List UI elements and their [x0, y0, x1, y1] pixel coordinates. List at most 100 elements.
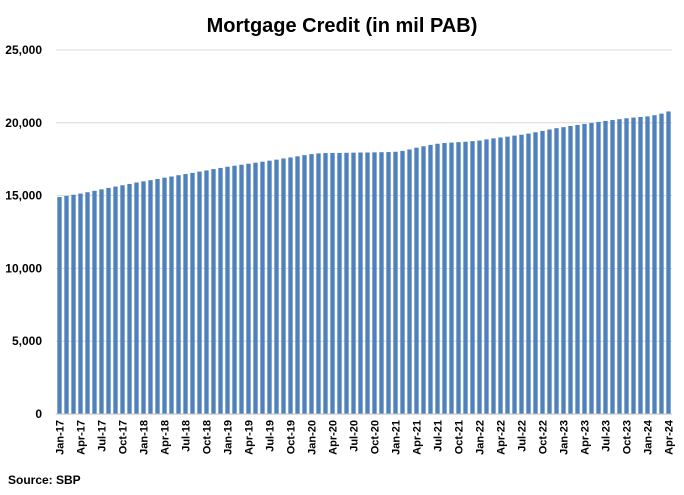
x-axis-tick-labels: Jan-17 Apr-17 Jul-17 Oct-17 Jan-18 Apr-18 Jul-…: [55, 419, 676, 455]
bar-Mar-24: [659, 113, 664, 414]
y-tick-label: 0: [35, 407, 42, 421]
bar-Feb-21: [400, 150, 405, 414]
bar-Nov-18: [211, 169, 216, 414]
bar-Nov-23: [631, 117, 636, 414]
bar-Nov-21: [463, 141, 468, 415]
bar-Apr-19: [246, 163, 251, 414]
bar-Jul-21: [435, 143, 440, 414]
bar-Dec-22: [554, 128, 559, 414]
bar-Jun-18: [176, 175, 181, 414]
bar-Jan-17: [57, 197, 62, 414]
x-tick-label: Jul-21: [433, 420, 445, 452]
bar-Nov-19: [295, 156, 300, 415]
bar-May-18: [169, 176, 174, 414]
y-axis-tick-labels: 0 5,000 10,000 15,000 20,000 25,000: [5, 43, 42, 421]
x-tick-label: Oct-21: [454, 420, 466, 454]
bar-Aug-21: [442, 143, 447, 415]
bar-Oct-22: [540, 130, 545, 414]
bar-Sep-19: [281, 158, 286, 414]
x-tick-label: Jul-18: [181, 420, 193, 452]
bar-Jul-17: [99, 189, 104, 414]
x-tick-label: Apr-19: [244, 420, 256, 455]
x-tick-label: Jan-20: [307, 420, 319, 455]
bar-Dec-19: [302, 155, 307, 414]
x-tick-label: Jul-19: [265, 420, 277, 452]
x-tick-label: Oct-17: [118, 420, 130, 454]
x-tick-label: Oct-22: [538, 420, 550, 454]
bar-May-23: [589, 122, 594, 414]
bar-Oct-18: [204, 170, 209, 414]
bar-Jan-22: [477, 140, 482, 414]
bar-Jul-18: [183, 174, 188, 414]
bar-Oct-21: [456, 142, 461, 414]
bar-Dec-17: [134, 182, 139, 414]
bar-Feb-20: [316, 153, 321, 414]
bar-Jun-21: [428, 144, 433, 414]
bar-Aug-18: [190, 172, 195, 414]
bar-Nov-20: [379, 152, 384, 414]
chart-title: Mortgage Credit (in mil PAB): [207, 15, 478, 37]
bar-Feb-19: [232, 165, 237, 414]
bar-Nov-17: [127, 183, 132, 414]
bar-Jan-24: [645, 116, 650, 414]
bar-Nov-22: [547, 129, 552, 414]
bar-Apr-18: [162, 177, 167, 414]
bar-Oct-23: [624, 118, 629, 414]
bar-Jul-20: [351, 152, 356, 414]
bar-Jun-22: [512, 135, 517, 415]
bar-Jun-17: [92, 190, 97, 414]
bar-Aug-17: [106, 187, 111, 414]
bar-Oct-17: [120, 185, 125, 414]
x-tick-label: Apr-17: [76, 420, 88, 455]
x-tick-label: Apr-23: [580, 420, 592, 455]
bar-Apr-22: [498, 137, 503, 414]
bar-Dec-20: [386, 152, 391, 414]
x-tick-label: Jul-20: [349, 420, 361, 452]
x-tick-label: Apr-22: [496, 420, 508, 455]
bar-series: [57, 111, 671, 415]
bar-Jan-19: [225, 166, 230, 414]
bar-Sep-17: [113, 186, 118, 414]
x-tick-label: Jul-23: [601, 420, 613, 452]
bar-Aug-22: [526, 133, 531, 414]
source-note: Source: SBP: [8, 473, 81, 487]
x-tick-label: Apr-18: [160, 420, 172, 455]
x-tick-label: Jan-21: [391, 420, 403, 455]
bar-Sep-23: [617, 119, 622, 414]
bar-Feb-24: [652, 115, 657, 414]
bar-Oct-20: [372, 152, 377, 415]
bar-Jan-18: [141, 181, 146, 414]
y-tick-label: 10,000: [5, 261, 42, 275]
x-tick-label: Oct-19: [286, 420, 298, 454]
bar-May-22: [505, 136, 510, 414]
bar-Mar-19: [239, 164, 244, 414]
bar-Apr-21: [414, 147, 419, 414]
bar-Feb-22: [484, 139, 489, 414]
bar-Apr-23: [582, 123, 587, 415]
bar-Oct-19: [288, 157, 293, 414]
bar-Mar-21: [407, 149, 412, 414]
bar-Mar-20: [323, 153, 328, 414]
x-tick-label: Jan-23: [559, 420, 571, 455]
x-tick-label: Jan-22: [475, 420, 487, 455]
bar-Jul-22: [519, 134, 524, 415]
y-tick-label: 15,000: [5, 189, 42, 203]
y-tick-label: 5,000: [12, 334, 42, 348]
bar-May-17: [85, 192, 90, 414]
bar-Aug-23: [610, 120, 615, 414]
bar-Feb-17: [64, 195, 69, 414]
bar-Apr-24: [666, 111, 671, 414]
x-tick-label: Jan-24: [643, 419, 655, 455]
x-tick-label: Jul-17: [97, 420, 109, 452]
bar-Sep-21: [449, 142, 454, 414]
x-tick-label: Jan-19: [223, 420, 235, 455]
bar-Sep-18: [197, 171, 202, 414]
bar-Apr-17: [78, 193, 83, 414]
x-tick-label: Jan-18: [139, 420, 151, 455]
x-tick-label: Apr-24: [664, 419, 676, 455]
bar-May-20: [337, 152, 342, 414]
y-tick-label: 25,000: [5, 43, 42, 57]
bar-Dec-18: [218, 167, 223, 414]
x-tick-label: Oct-23: [622, 420, 634, 454]
